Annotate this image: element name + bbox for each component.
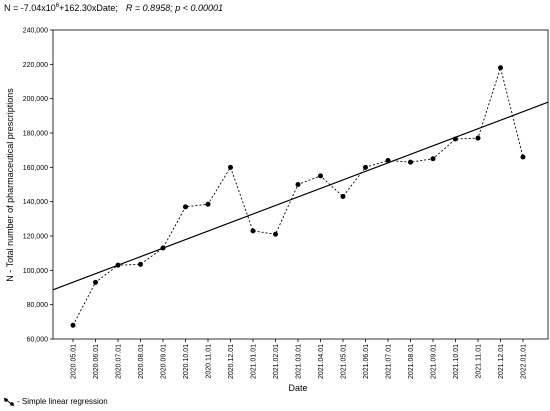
regression-line: [52, 101, 549, 291]
x-tick-label: 2021.08.01: [408, 344, 415, 379]
data-point: [340, 194, 346, 200]
x-tick-label: 2021.01.01: [251, 344, 258, 379]
y-tick-label: 220,000: [23, 62, 48, 69]
legend-dot: [10, 402, 14, 406]
title-exponent: 6: [56, 3, 60, 9]
data-point: [520, 154, 526, 160]
data-point: [430, 156, 436, 162]
y-tick-label: 200,000: [23, 96, 48, 103]
y-tick-label: 160,000: [23, 165, 48, 172]
x-axis-label: Date: [288, 383, 307, 393]
data-point: [295, 182, 301, 187]
data-point: [138, 261, 143, 267]
x-tick-label: 2020.11.01: [206, 344, 213, 379]
legend-text: - Simple linear regression: [17, 397, 108, 406]
x-tick-label: 2021.07.01: [386, 344, 393, 379]
data-point: [273, 231, 278, 237]
y-tick-label: 60,000: [27, 337, 49, 344]
x-tick-label: 2020.08.01: [138, 344, 145, 379]
x-tick-label: 2020.05.01: [71, 344, 78, 379]
data-point: [183, 204, 188, 210]
x-tick-label: 2020.12.01: [228, 344, 235, 379]
data-point: [93, 279, 98, 285]
x-tick-label: 2021.05.01: [341, 344, 348, 379]
legend-dot: [4, 398, 8, 402]
data-point: [498, 65, 503, 71]
data-point: [70, 322, 76, 328]
y-tick-label: 120,000: [23, 234, 48, 241]
y-tick-label: 240,000: [23, 28, 48, 35]
data-point: [228, 164, 233, 170]
stats: R = 0.8958; p < 0.00001: [126, 3, 223, 13]
data-point: [250, 228, 256, 234]
x-tick-label: 2020.07.01: [116, 344, 123, 379]
y-axis-label: N - Total number of pharmaceutical presc…: [5, 88, 15, 282]
data-point: [115, 262, 121, 268]
y-tick-label: 100,000: [23, 268, 48, 275]
x-tick-label: 2021.12.01: [498, 344, 505, 379]
x-tick-label: 2022.01.01: [521, 344, 528, 379]
x-tick-label: 2021.06.01: [363, 344, 370, 379]
y-tick-label: 180,000: [23, 131, 48, 138]
data-point: [318, 173, 323, 179]
data-point: [363, 164, 368, 170]
data-point: [475, 135, 481, 141]
x-tick-label: 2021.03.01: [296, 344, 303, 379]
x-tick-label: 2020.06.01: [93, 344, 100, 379]
data-point: [160, 245, 166, 251]
title-rest: +162.30xDate;: [59, 3, 118, 13]
x-tick-label: 2021.04.01: [318, 344, 325, 379]
legend: - Simple linear regression: [3, 397, 108, 407]
data-point: [408, 159, 413, 165]
x-tick-label: 2021.09.01: [431, 344, 438, 379]
data-point: [453, 136, 458, 142]
title: N = -7.04x10: [4, 3, 56, 13]
y-tick-label: 80,000: [27, 302, 49, 309]
x-tick-label: 2020.09.01: [161, 344, 168, 379]
x-tick-label: 2021.10.01: [453, 344, 460, 379]
x-tick-label: 2020.10.01: [183, 344, 190, 379]
data-point: [385, 157, 391, 163]
data-point: [205, 201, 211, 207]
x-tick-label: 2021.02.01: [273, 344, 280, 379]
plot-frame: [52, 29, 549, 340]
chart-title: N = -7.04x106+162.30xDate; R = 0.8958; p …: [4, 3, 223, 13]
y-tick-label: 140,000: [23, 199, 48, 206]
x-tick-label: 2021.11.01: [476, 344, 483, 379]
